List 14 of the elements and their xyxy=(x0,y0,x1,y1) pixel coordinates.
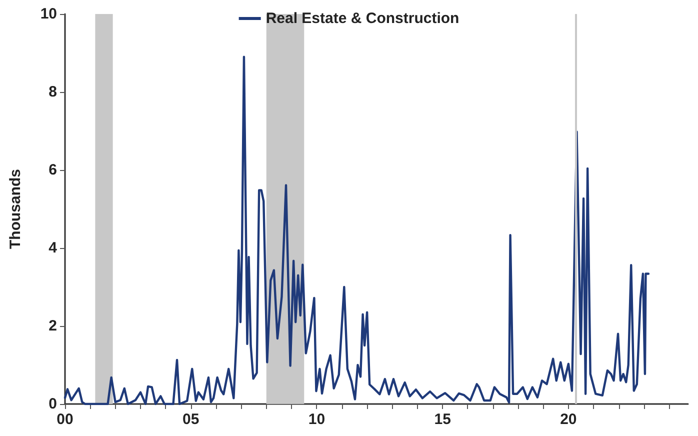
y-tick-label: 0 xyxy=(48,396,57,412)
y-tick-label: 6 xyxy=(48,162,57,178)
x-tick-label: 15 xyxy=(434,411,451,428)
y-tick-label: 2 xyxy=(48,318,57,334)
y-axis-title: Thousands xyxy=(7,168,24,250)
x-tick-label: 20 xyxy=(560,411,577,428)
x-tick-label: 05 xyxy=(182,411,200,428)
y-tick-label: 10 xyxy=(40,6,57,22)
x-tick-label: 10 xyxy=(308,411,326,428)
legend-label: Real Estate & Construction xyxy=(266,10,460,27)
x-tick-label: 00 xyxy=(56,411,74,428)
line-series xyxy=(64,56,650,406)
y-tick-label: 8 xyxy=(48,84,57,100)
y-tick-label: 4 xyxy=(48,240,58,256)
